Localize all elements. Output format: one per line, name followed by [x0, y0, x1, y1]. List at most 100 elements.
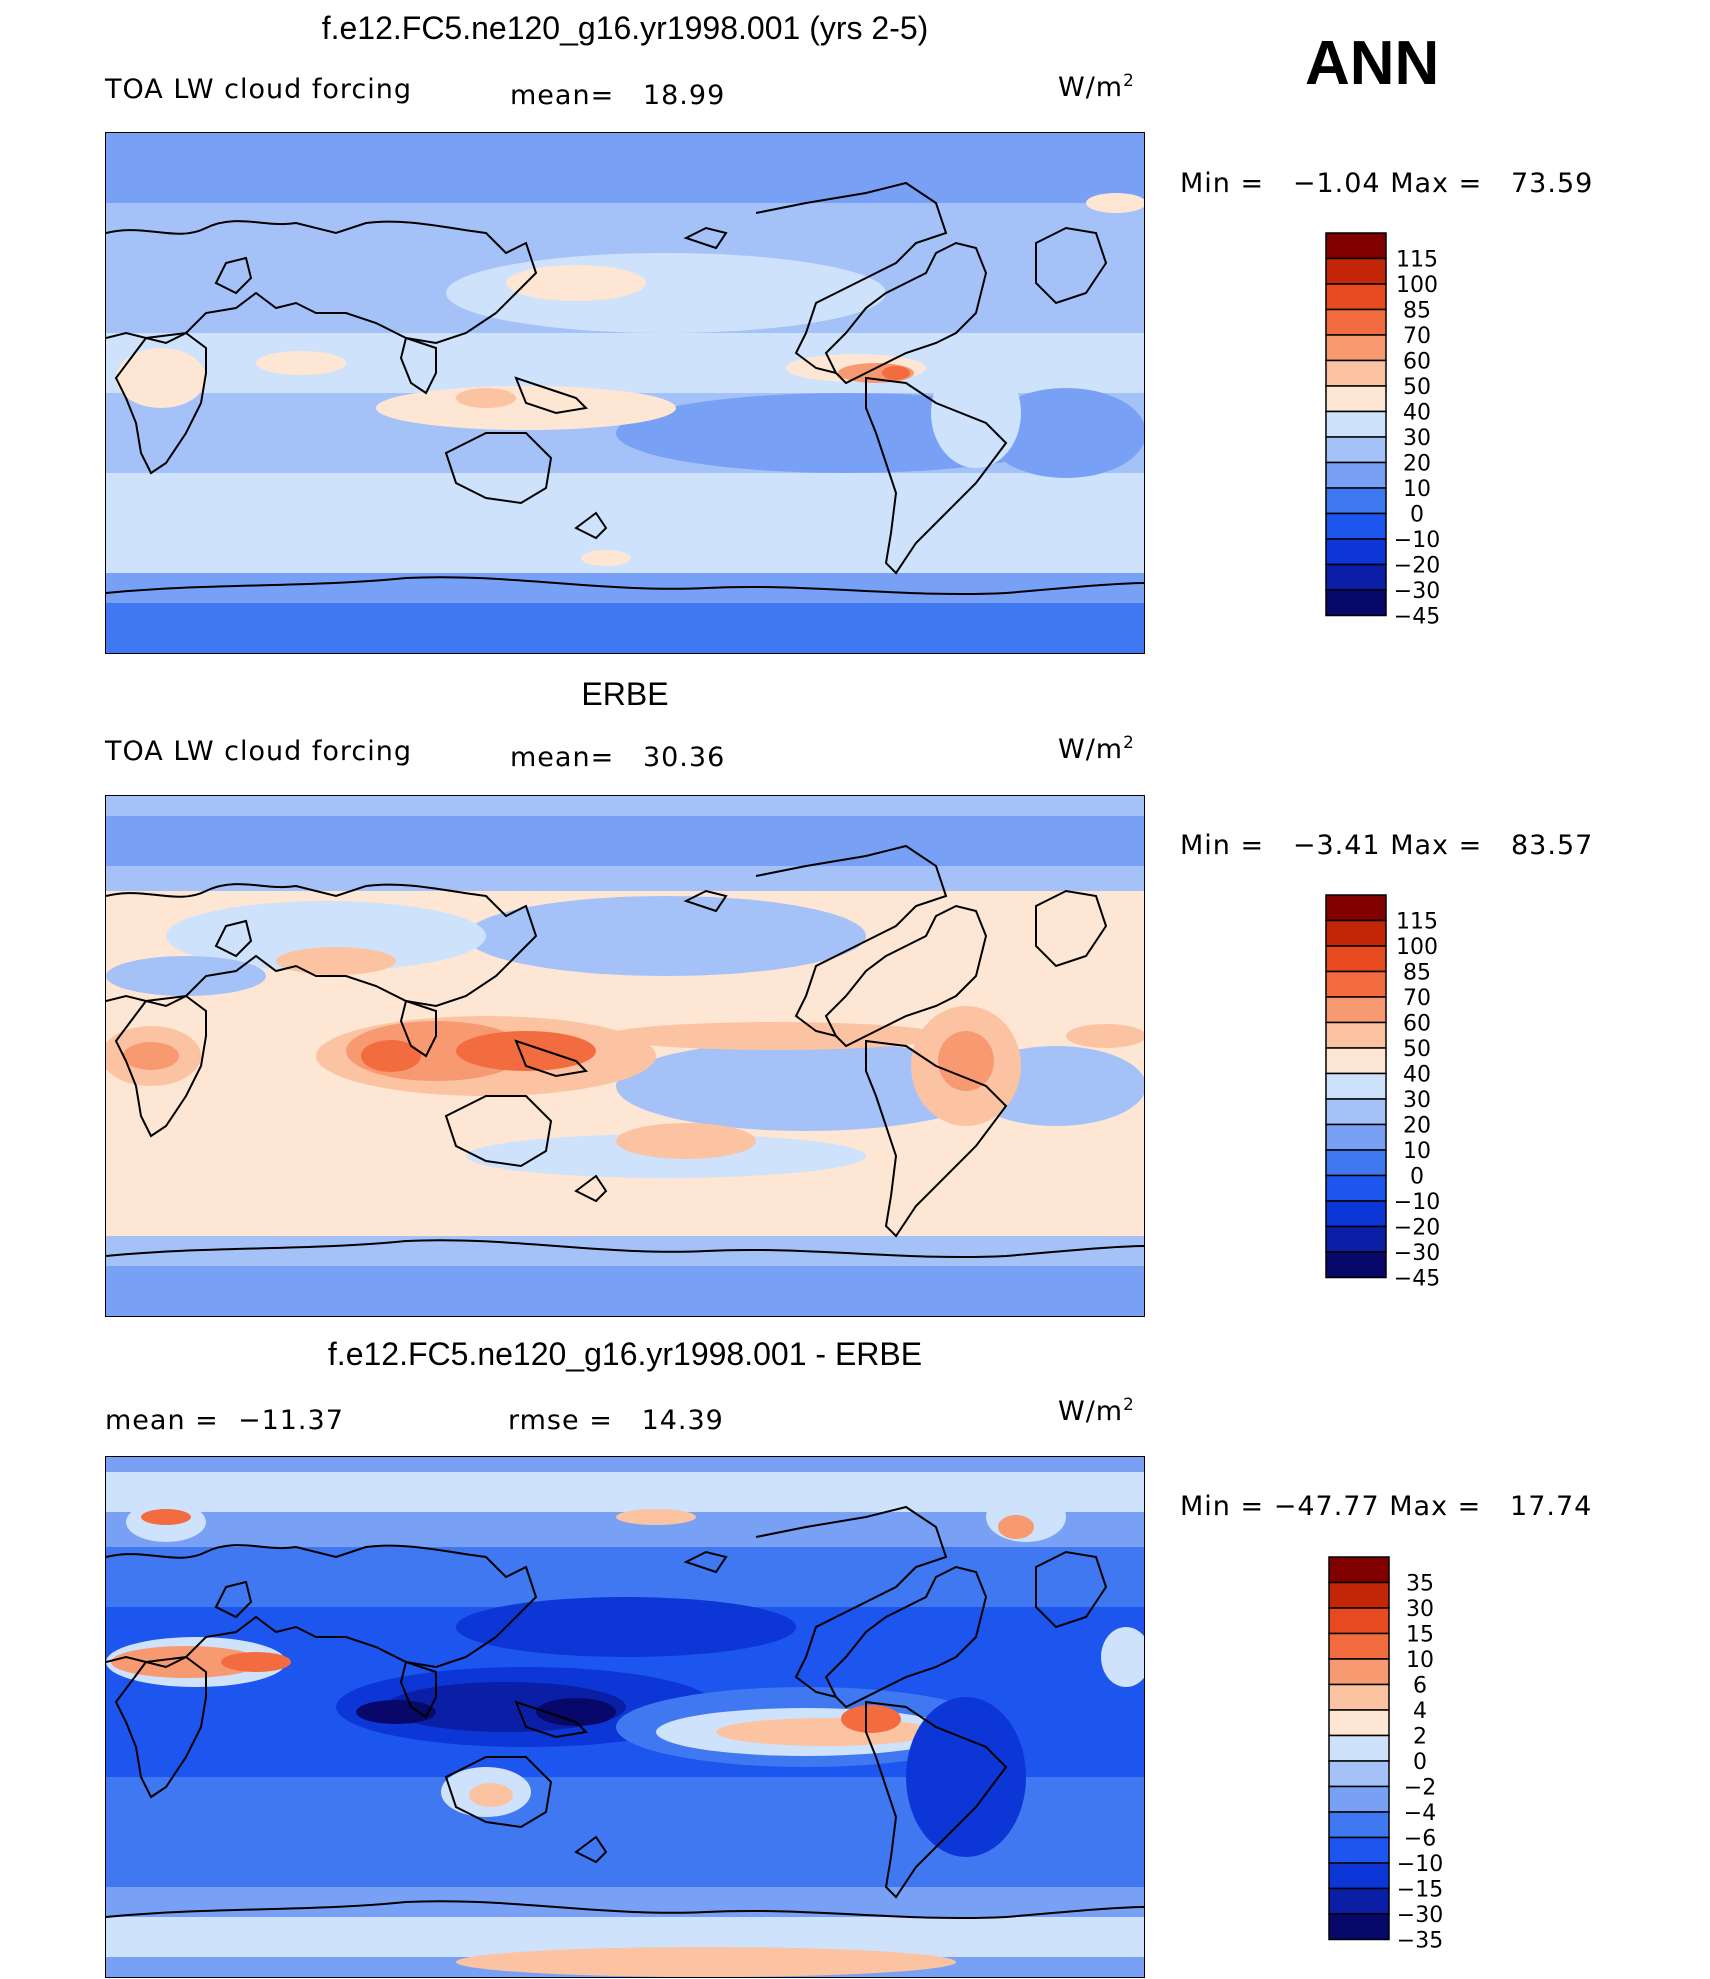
colorbar-tick-label: −45 [1394, 605, 1440, 630]
colorbar-swatch [1325, 945, 1387, 973]
colorbar-tick-label: −10 [1394, 528, 1440, 553]
colorbar-tick-label: −15 [1397, 1878, 1443, 1903]
colorbar-model: 115 100 85 70 60 50 40 30 20 10 0 −10 −20 −30 −45 [1325, 232, 1495, 630]
colorbar-swatch [1325, 970, 1387, 998]
field-blob [466, 896, 866, 976]
colorbar-tick-label: 15 [1406, 1623, 1434, 1648]
colorbar-tick-label: 30 [1403, 426, 1431, 451]
colorbar-swatch [1328, 1683, 1390, 1711]
field-blob [616, 1509, 696, 1525]
field-blob [998, 1515, 1034, 1539]
colorbar-tick-label: 115 [1396, 248, 1438, 273]
field-blob [256, 351, 346, 375]
colorbar-swatch [1325, 1047, 1387, 1075]
variable-label: TOA LW cloud forcing [105, 74, 412, 105]
colorbar-swatch [1328, 1836, 1390, 1864]
colorbar-swatch [1325, 919, 1387, 947]
mean-value: 30.36 [642, 742, 726, 773]
colorbar-swatch [1328, 1785, 1390, 1813]
colorbar-swatch [1325, 359, 1387, 387]
minmax-readout: Min = −47.77 Max = 17.74 [1180, 1491, 1593, 1522]
field-band [106, 1547, 1144, 1607]
colorbar-tick-label: 30 [1403, 1088, 1431, 1113]
panel-title: ERBE [581, 676, 669, 712]
colorbar-tick-label: 6 [1413, 1674, 1427, 1699]
mean-value: 18.99 [642, 80, 726, 111]
colorbar-swatch [1325, 1072, 1387, 1100]
field-blob [221, 1652, 291, 1672]
field-band [106, 1472, 1144, 1512]
season-label: ANN [1305, 29, 1440, 98]
colorbar-tick-label: 2 [1413, 1725, 1427, 1750]
panel-title: f.e12.FC5.ne120_g16.yr1998.001 (yrs 2-5) [321, 10, 929, 46]
colorbar-tick-label: 10 [1403, 477, 1431, 502]
colorbar-swatch [1325, 283, 1387, 311]
colorbar-swatch [1328, 1887, 1390, 1915]
colorbar-tick-label: 30 [1406, 1597, 1434, 1622]
colorbar-tick-label: −10 [1397, 1852, 1443, 1877]
field-blob [506, 265, 646, 301]
colorbar-diff: 35 30 15 10 6 4 2 0 −2 −4 −6 −10 −15 −30 −35 [1328, 1556, 1498, 1954]
field-blob [356, 1700, 436, 1724]
field-blob [469, 1783, 513, 1807]
units-label: W/m2 [1058, 731, 1135, 765]
coastlines [106, 181, 1144, 596]
colorbar-tick-label: 40 [1403, 1063, 1431, 1088]
map-diff [105, 1456, 1145, 1978]
colorbar-swatch [1325, 334, 1387, 362]
colorbar-tick-label: −10 [1394, 1190, 1440, 1215]
colorbar-swatch [1325, 1021, 1387, 1049]
colorbar-tick-label: 10 [1406, 1648, 1434, 1673]
colorbar-swatch [1325, 563, 1387, 591]
colorbar-tick-label: −35 [1397, 1929, 1443, 1954]
mean-label: mean = −11.37 [105, 1405, 344, 1436]
colorbar-swatch [1325, 512, 1387, 540]
colorbar-swatch [1325, 1200, 1387, 1228]
colorbar-swatch [1325, 487, 1387, 515]
field-blob [931, 358, 1021, 468]
colorbar-swatch [1325, 308, 1387, 336]
colorbar-swatch [1325, 894, 1387, 922]
field-blob [111, 1646, 261, 1678]
colorbar-swatch [1328, 1556, 1390, 1584]
map-obs [105, 795, 1145, 1317]
colorbar-swatch [1328, 1760, 1390, 1788]
colorbar-tick-label: −4 [1404, 1801, 1436, 1826]
colorbar-obs: 115 100 85 70 60 50 40 30 20 10 0 −10 −20 −30 −45 [1325, 894, 1495, 1292]
field-blob [1066, 1024, 1144, 1048]
colorbar-swatch [1328, 1581, 1390, 1609]
colorbar-swatch [1325, 538, 1387, 566]
colorbar-swatch [1328, 1811, 1390, 1839]
colorbar-swatch [1328, 1862, 1390, 1890]
colorbar-tick-label: −2 [1404, 1776, 1436, 1801]
field-blob [986, 388, 1144, 478]
colorbar-swatch [1328, 1632, 1390, 1660]
colorbar-swatch [1325, 410, 1387, 438]
field-band [106, 816, 1144, 866]
colorbar-swatch [1325, 257, 1387, 285]
colorbar-tick-label: 50 [1403, 1037, 1431, 1062]
colorbar-tick-label: 115 [1396, 910, 1438, 935]
units-label: W/m2 [1058, 69, 1135, 103]
map-model [105, 132, 1145, 654]
colorbar-swatch [1328, 1709, 1390, 1737]
mean-label: mean= 30.36 [510, 742, 726, 773]
colorbar-swatch [1325, 1225, 1387, 1253]
colorbar-swatch [1328, 1734, 1390, 1762]
colorbar-swatch [1325, 1251, 1387, 1279]
colorbar-swatch [1325, 1174, 1387, 1202]
units-label: W/m2 [1058, 1393, 1135, 1427]
field-blob [456, 1947, 956, 1977]
field-blob [536, 1698, 616, 1726]
minmax-readout: Min = −3.41 Max = 83.57 [1180, 830, 1594, 861]
colorbar-swatch [1328, 1658, 1390, 1686]
colorbar-swatch [1325, 1149, 1387, 1177]
mean-value: −11.37 [237, 1405, 344, 1436]
colorbar-tick-label: −6 [1404, 1827, 1436, 1852]
field-blob [361, 1040, 421, 1072]
field-band [106, 1266, 1144, 1316]
field-blob [166, 901, 486, 971]
colorbar-tick-label: 70 [1403, 986, 1431, 1011]
field-blob [1086, 193, 1144, 213]
